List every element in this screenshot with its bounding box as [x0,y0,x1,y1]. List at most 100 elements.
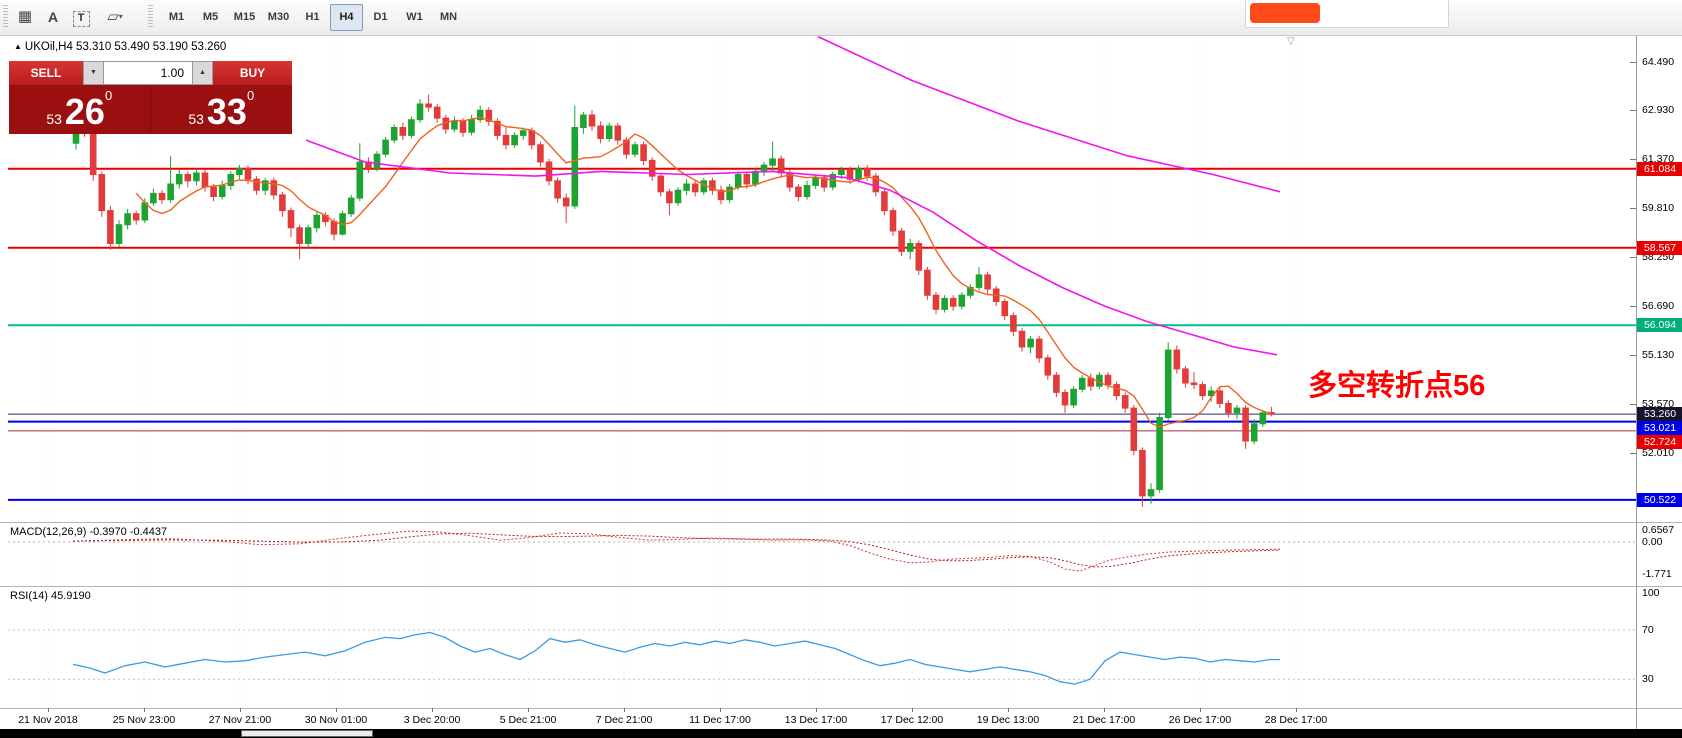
macd-panel-separator[interactable] [0,522,1682,523]
time-label: 5 Dec 21:00 [499,714,557,726]
price-tick-label: 64.490 [1642,55,1675,68]
timeframe-m5[interactable]: M5 [202,11,219,23]
buy-price-head: 53 [188,111,204,127]
symbol-triangle-icon: ▲ [14,42,22,51]
time-tickmark [912,708,913,712]
sell-price-big: 26 [64,91,105,132]
time-label: 11 Dec 17:00 [689,714,751,726]
price-level-label: 53.021 [1637,421,1682,436]
timeframe-m1[interactable]: M1 [168,11,185,23]
trade-prices-row: 53 26 0 53 33 0 [9,85,292,134]
sell-price[interactable]: 53 26 0 [9,85,151,134]
pattern-grid-icon[interactable]: ▦ [17,8,33,25]
time-tickmark [240,708,241,712]
rsi-panel-separator[interactable] [0,586,1682,587]
macd-axis-label: 0.00 [1642,535,1663,548]
price-tickmark [1630,452,1636,454]
timeframe-h1[interactable]: H1 [305,11,320,23]
price-tickmark [1630,61,1636,63]
shapes-tool-icon[interactable]: ▱▾ [107,8,123,25]
textbox-glyph: T [72,11,90,27]
volume-input[interactable] [104,61,192,85]
text-label-tool-icon[interactable]: T [68,4,94,30]
time-tickmark [1008,708,1009,712]
timeframe-d1[interactable]: D1 [373,11,388,23]
price-tickmark [1630,257,1636,259]
price-level-label: 52.724 [1637,435,1682,450]
rsi-axis-label: 100 [1642,586,1660,599]
price-level-label: 56.094 [1637,318,1682,333]
buy-button[interactable]: BUY [213,61,292,85]
price-tick-label: 59.810 [1642,202,1675,215]
time-label: 21 Dec 17:00 [1072,714,1136,726]
time-label: 13 Dec 17:00 [784,714,848,726]
price-level-label: 58.567 [1637,240,1682,255]
price-level-label: 61.084 [1637,161,1682,176]
price-axis-separator [1636,35,1637,729]
one-click-trading-panel: SELL ▼ ▲ BUY 53 26 0 53 33 0 [9,61,292,134]
price-tickmark [1630,159,1636,161]
buy-price-big: 33 [206,91,247,132]
macd-axis-label: 0.6567 [1642,523,1675,536]
time-tickmark [1200,708,1201,712]
time-tickmark [624,708,625,712]
timeframe-h4[interactable]: H4 [330,4,363,31]
toolbar-drag-handle[interactable] [3,5,8,29]
time-tickmark [1104,708,1105,712]
rsi-axis-label: 30 [1642,672,1654,685]
taskbar-strip [0,729,1682,738]
rsi-axis-label: 70 [1642,623,1654,636]
time-label: 17 Dec 12:00 [880,714,944,726]
time-tickmark [432,708,433,712]
time-label: 7 Dec 21:00 [595,714,653,726]
time-tickmark [528,708,529,712]
buy-price[interactable]: 53 33 0 [151,85,293,134]
price-tickmark [1630,306,1636,308]
time-label: 21 Nov 2018 [18,714,78,726]
time-tickmark [1296,708,1297,712]
timeframe-m15[interactable]: M15 [233,11,256,23]
caret-down-icon: ▾ [118,12,123,22]
price-tick-label: 53.570 [1642,397,1675,410]
volume-decrease-button[interactable]: ▼ [83,61,104,85]
chart-annotation-text: 多空转折点56 [1308,370,1486,402]
price-tick-label: 52.010 [1642,446,1675,459]
price-tickmark [1630,110,1636,112]
text-tool-icon[interactable]: A [47,9,59,25]
time-label: 19 Dec 13:00 [976,714,1040,726]
price-level-label: 53.260 [1637,407,1682,422]
time-tickmark [816,708,817,712]
symbol-ohlc-text: UKOil,H4 53.310 53.490 53.190 53.260 [24,41,227,53]
time-label: 26 Dec 17:00 [1168,714,1232,726]
time-label: 30 Nov 01:00 [304,714,368,726]
sell-price-head: 53 [46,111,62,127]
sell-button[interactable]: SELL [9,61,83,85]
timeframe-w1[interactable]: W1 [406,11,423,23]
timeframe-toolbar: M1 M5 M15 M30 H1 H4 D1 W1 MN [160,4,466,31]
timeframe-m30[interactable]: M30 [267,11,290,23]
macd-axis-label: -1.771 [1642,567,1672,580]
time-label: 27 Nov 21:00 [208,714,272,726]
time-tickmark [144,708,145,712]
scale-dropdown-icon[interactable]: ▽ [1287,36,1295,47]
symbol-info-line: ▲ UKOil,H4 53.310 53.490 53.190 53.260 [14,41,226,53]
time-tickmark [48,708,49,712]
price-level-label: 50.522 [1637,492,1682,507]
taskbar-item[interactable] [241,730,373,737]
volume-increase-button[interactable]: ▲ [192,61,213,85]
price-tick-label: 55.130 [1642,348,1675,361]
price-tickmark [1630,354,1636,356]
trade-controls-row: SELL ▼ ▲ BUY [9,61,292,85]
time-tickmark [336,708,337,712]
time-label: 25 Nov 23:00 [112,714,176,726]
macd-indicator-label: MACD(12,26,9) -0.3970 -0.4437 [10,526,168,538]
sell-price-sup: 0 [104,88,113,103]
time-label: 28 Dec 17:00 [1264,714,1328,726]
timeframe-mn[interactable]: MN [439,11,458,23]
time-label: 3 Dec 20:00 [403,714,461,726]
buy-price-sup: 0 [246,88,255,103]
price-tick-label: 62.930 [1642,104,1675,117]
price-tickmark [1630,403,1636,405]
toolbar-drag-handle-2[interactable] [148,5,153,29]
